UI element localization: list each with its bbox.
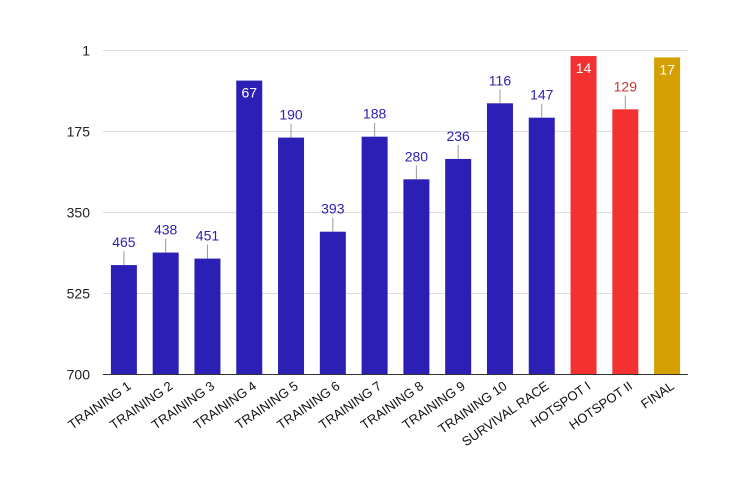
bar: [654, 57, 681, 374]
bar: [319, 231, 346, 374]
bar: [194, 258, 221, 374]
x-tick-label: FINAL: [638, 378, 677, 411]
bar: [110, 265, 137, 374]
y-axis-ticks: 1 175 350 525 700: [67, 43, 91, 383]
data-label: 188: [363, 106, 387, 122]
data-label: 116: [489, 72, 512, 88]
bar: [612, 109, 639, 374]
y-tick-label: 1: [82, 43, 90, 59]
data-label: 190: [279, 107, 303, 123]
data-label: 129: [614, 78, 638, 94]
bar: [152, 252, 179, 374]
y-tick-label: 175: [67, 124, 91, 140]
bar: [403, 179, 430, 374]
bar: [236, 80, 263, 374]
y-tick-label: 700: [67, 367, 91, 383]
bar: [528, 117, 555, 374]
data-label: 465: [112, 234, 136, 250]
bar: [486, 103, 513, 374]
data-label: 67: [241, 85, 257, 101]
data-label: 393: [321, 201, 345, 217]
gridlines: [103, 50, 688, 375]
y-tick-label: 350: [67, 205, 91, 221]
bar: [445, 158, 472, 374]
data-label: 451: [196, 228, 220, 244]
data-labels: 465 438 451 67 190 393 188 280 236 116 147 14 129 17: [112, 60, 675, 266]
data-label: 280: [405, 148, 429, 164]
data-label: 14: [576, 60, 592, 76]
y-tick-label: 525: [67, 286, 91, 302]
data-label: 438: [154, 222, 178, 238]
bar: [570, 56, 597, 374]
bar: [278, 137, 305, 374]
bar: [361, 136, 388, 374]
data-label: 147: [530, 87, 554, 103]
bars: [110, 56, 681, 374]
data-label: 236: [446, 128, 470, 144]
data-label: 17: [659, 61, 675, 77]
